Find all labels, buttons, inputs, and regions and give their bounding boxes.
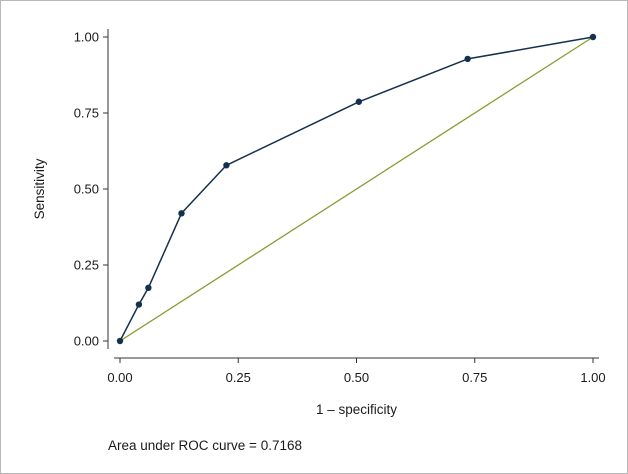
axes — [107, 29, 599, 359]
x-tick-label: 0.50 — [344, 370, 369, 385]
roc-point — [145, 284, 152, 291]
x-tick-label: 0.75 — [462, 370, 487, 385]
series — [116, 33, 597, 345]
roc-point — [464, 55, 471, 63]
y-tick-label: 0.50 — [74, 182, 99, 197]
y-tick-label: 0.25 — [74, 258, 99, 273]
roc-point — [178, 210, 185, 217]
x-tick-label: 0.00 — [107, 370, 132, 385]
x-tick-label: 0.25 — [226, 370, 251, 385]
x-axis-title: 1 – specificity — [316, 402, 397, 417]
auc-annotation: Area under ROC curve = 0.7168 — [108, 438, 302, 453]
x-tick-label: 1.00 — [580, 370, 605, 385]
ticks: 0.00 0.25 0.50 0.75 1.00 0.00 0.25 0.50 0.75 1.00 — [74, 30, 606, 386]
roc-point — [355, 98, 363, 105]
roc-point — [116, 337, 124, 345]
roc-curve-line — [119, 36, 594, 342]
reference-line — [119, 36, 594, 342]
roc-point — [135, 301, 143, 308]
roc-point — [589, 33, 597, 41]
y-axis-title: Sensitivity — [32, 158, 47, 219]
roc-point — [223, 162, 230, 169]
y-tick-label: 1.00 — [74, 30, 99, 45]
y-tick-label: 0.75 — [74, 106, 99, 121]
y-tick-label: 0.00 — [74, 334, 99, 349]
